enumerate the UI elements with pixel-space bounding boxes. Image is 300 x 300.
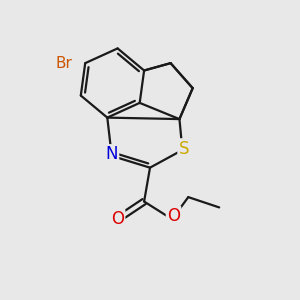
- Text: O: O: [111, 210, 124, 228]
- Text: Br: Br: [55, 56, 72, 70]
- Text: O: O: [167, 207, 180, 225]
- Text: N: N: [106, 146, 118, 164]
- Text: S: S: [178, 140, 189, 158]
